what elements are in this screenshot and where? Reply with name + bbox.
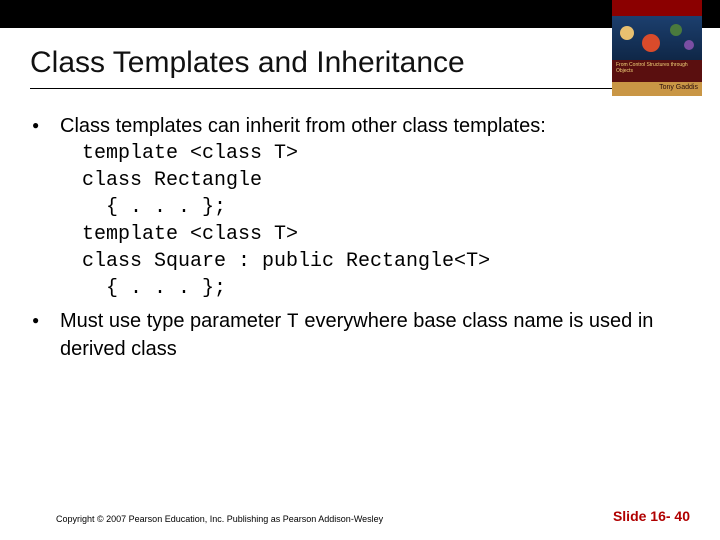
code-line-6: { . . . };: [82, 277, 226, 300]
content-area: Class templates can inherit from other c…: [0, 95, 720, 363]
page-title: Class Templates and Inheritance: [30, 46, 690, 80]
code-line-1: template <class T>: [82, 142, 298, 165]
book-cover-thumbnail: From Control Structures through Objects …: [612, 0, 702, 110]
code-line-5: class Square : public Rectangle<T>: [82, 250, 490, 273]
code-line-4: template <class T>: [82, 223, 298, 246]
cover-author: Tony Gaddis: [612, 82, 702, 96]
slide-number: Slide 16- 40: [613, 508, 690, 524]
code-line-3: { . . . };: [82, 196, 226, 219]
bullet-1-text: Class templates can inherit from other c…: [60, 115, 546, 137]
bullet-2-code: T: [287, 311, 299, 334]
bullet-2: Must use type parameter T everywhere bas…: [60, 308, 678, 363]
cover-band-text: From Control Structures through Objects: [612, 60, 702, 82]
footer: Copyright © 2007 Pearson Education, Inc.…: [0, 508, 720, 524]
bullet-1: Class templates can inherit from other c…: [60, 113, 678, 302]
code-block: template <class T> class Rectangle { . .…: [82, 140, 678, 302]
title-divider: [30, 88, 690, 89]
bullet-2-pre: Must use type parameter: [60, 310, 287, 332]
copyright-text: Copyright © 2007 Pearson Education, Inc.…: [56, 514, 383, 524]
code-line-2: class Rectangle: [82, 169, 262, 192]
